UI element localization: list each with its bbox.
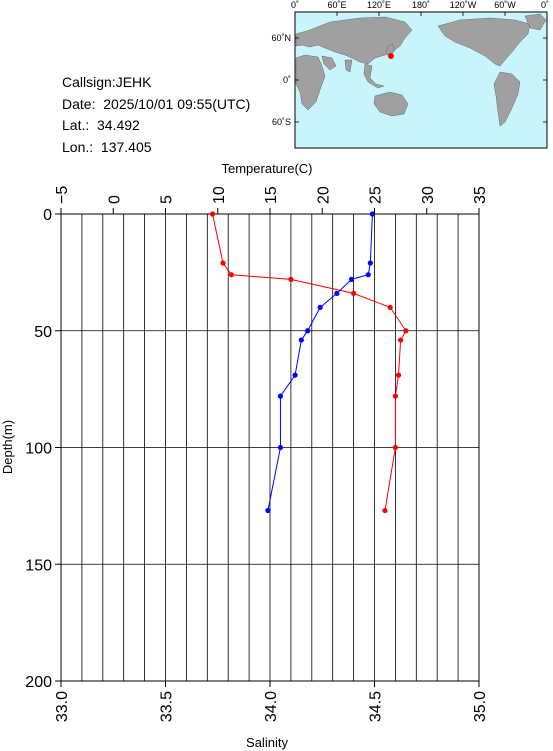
- series-layer: [209, 211, 409, 514]
- temperature-tick-label: −5: [54, 186, 71, 204]
- land-africa: [295, 54, 326, 111]
- land-samerica: [493, 71, 521, 127]
- map-lat-label-0: 60˚N: [271, 33, 291, 43]
- depth-axis-title: Depth(m): [0, 420, 15, 474]
- map-lon-label-0: 0˚: [291, 0, 299, 10]
- temperature-data-point: [387, 304, 393, 310]
- temperature-tick-label: 0: [106, 195, 123, 204]
- salinity-data-point: [305, 328, 311, 334]
- map-lon-label-3: 180˚: [412, 0, 430, 10]
- chart-grid: [61, 213, 479, 682]
- temperature-profile-line: [212, 213, 407, 511]
- land-seasia: [363, 63, 385, 89]
- salinity-tick-label: 34.0: [263, 691, 280, 722]
- salinity-data-point: [317, 304, 323, 310]
- map-lon-label-6: 0˚: [541, 0, 549, 10]
- temperature-data-point: [228, 272, 234, 278]
- temperature-tick-label: 20: [315, 186, 332, 204]
- salinity-data-point: [365, 272, 371, 278]
- temperature-tick-label: 10: [211, 186, 228, 204]
- salinity-data-point: [292, 372, 298, 378]
- salinity-data-point: [298, 337, 304, 343]
- temperature-data-point: [288, 276, 294, 282]
- temperature-data-point: [398, 337, 404, 343]
- salinity-data-point: [369, 211, 376, 217]
- salinity-data-point: [348, 276, 355, 282]
- temperature-data-point: [392, 393, 398, 399]
- temperature-tick-label: 15: [263, 186, 280, 204]
- temperature-data-point: [220, 260, 226, 266]
- salinity-data-point: [265, 507, 271, 514]
- salinity-data-point: [277, 444, 284, 451]
- temperature-ticks: −5 0 5 10 15 20 25 30 35: [54, 186, 489, 214]
- temperature-data-point: [209, 211, 216, 217]
- lon-text: Lon.: 137.405: [62, 138, 152, 155]
- map-lon-label-1: 60˚E: [327, 0, 346, 10]
- salinity-profile-line: [267, 213, 373, 511]
- depth-tick-label: 0: [43, 207, 52, 224]
- map-lon-label-2: 120˚E: [367, 0, 391, 10]
- land-japan: [385, 43, 396, 57]
- station-marker: [388, 53, 394, 59]
- lat-text: Lat.: 34.492: [62, 117, 140, 133]
- salinity-tick-label: 33.5: [159, 691, 176, 722]
- salinity-data-point: [367, 260, 373, 266]
- temperature-data-point: [395, 372, 402, 378]
- depth-ticks: 0 50 100 150 200: [25, 207, 61, 691]
- map-lat-label-1: 0˚: [283, 75, 291, 85]
- temperature-data-point: [351, 290, 357, 296]
- salinity-tick-label: 34.5: [368, 691, 385, 722]
- temperature-tick-label: 25: [368, 186, 385, 204]
- temperature-tick-label: 35: [472, 186, 489, 204]
- station-info: Callsign:JEHK Date: 2025/10/01 09:55(UTC…: [62, 72, 250, 158]
- map-lon-label-4: 120˚W: [450, 0, 477, 10]
- salinity-ticks: 33.0 33.5 34.0 34.5 35.0: [54, 681, 489, 722]
- land-eurasia: [295, 16, 413, 65]
- temperature-data-point: [382, 507, 388, 514]
- salinity-data-point: [334, 290, 340, 296]
- depth-tick-label: 100: [25, 441, 52, 458]
- land-namerica: [437, 17, 531, 67]
- callsign-text: Callsign:JEHK: [62, 74, 152, 90]
- map-ticks: [294, 12, 548, 123]
- depth-tick-label: 50: [34, 324, 52, 341]
- salinity-tick-label: 33.0: [54, 691, 71, 722]
- depth-tick-label: 200: [25, 674, 52, 691]
- temperature-tick-label: 30: [420, 186, 437, 204]
- profile-chart: −5 0 5 10 15 20 25 30 35 33.0 33.5 34.0 34.5 35.0 05…: [0, 161, 489, 750]
- temperature-axis-title: Temperature(C): [221, 161, 312, 176]
- map-lat-label-2: 60˚S: [272, 117, 291, 127]
- land-india: [321, 55, 353, 73]
- date-text: Date: 2025/10/01 09:55(UTC): [62, 95, 251, 112]
- temperature-data-point: [403, 328, 409, 334]
- world-map: 0˚ 60˚E 120˚E 180˚ 120˚W 60˚W 0˚ 60˚N 0˚…: [271, 0, 549, 149]
- map-land: [295, 13, 547, 127]
- salinity-tick-label: 35.0: [472, 691, 489, 722]
- salinity-data-point: [277, 393, 284, 399]
- depth-tick-label: 150: [25, 557, 52, 574]
- temperature-tick-label: 5: [159, 195, 176, 204]
- map-lon-label-5: 60˚W: [494, 0, 516, 10]
- land-greenland: [524, 13, 547, 31]
- temperature-data-point: [392, 444, 398, 451]
- land-australia: [373, 91, 409, 117]
- salinity-axis-title: Salinity: [246, 735, 288, 750]
